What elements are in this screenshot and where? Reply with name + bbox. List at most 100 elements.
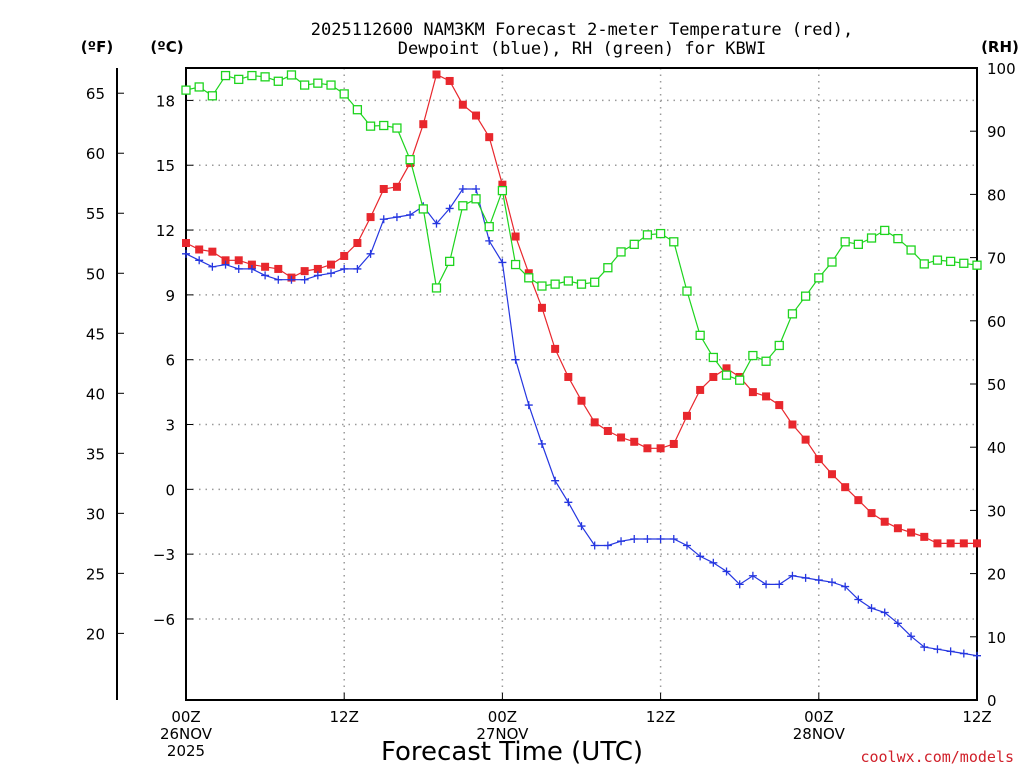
temperature-point: [630, 437, 639, 446]
rh-point: [655, 228, 666, 239]
rh-point: [787, 309, 798, 319]
dewpoint-point: [603, 541, 612, 550]
dewpoint-point: [537, 439, 546, 448]
rh-point: [313, 78, 323, 88]
dewpoint-point: [748, 571, 757, 580]
dewpoint-point: [933, 645, 942, 654]
temperature-point: [327, 260, 336, 269]
rh-unit-label: (RH): [981, 38, 1019, 56]
dewpoint-point: [353, 264, 362, 273]
dewpoint-point: [247, 264, 256, 273]
dewpoint-point: [261, 271, 270, 280]
rh-point: [550, 279, 560, 289]
dewpoint-point: [287, 275, 296, 284]
fahrenheit-tick-label: 30: [86, 505, 105, 523]
rh-point: [207, 91, 218, 101]
dewpoint-point: [841, 582, 850, 591]
temperature-point: [221, 256, 230, 265]
dewpoint-point: [274, 275, 283, 284]
dewpoint-point: [327, 269, 336, 278]
temperature-point: [880, 517, 889, 526]
celsius-tick-label: 12: [156, 222, 175, 240]
rh-point: [945, 256, 956, 267]
fahrenheit-tick-label: 45: [86, 325, 105, 343]
dewpoint-point: [234, 264, 243, 273]
dewpoint-point: [854, 595, 863, 604]
celsius-tick-label: 6: [165, 352, 175, 370]
temperature-point: [775, 401, 784, 410]
rh-point: [721, 370, 732, 380]
rh-point: [497, 185, 508, 196]
temperature-point: [854, 496, 863, 505]
rh-point: [537, 281, 547, 291]
temperature-point: [379, 184, 388, 193]
rh-point: [761, 356, 771, 366]
temperature-point: [973, 539, 981, 548]
rh-point: [590, 277, 600, 287]
rh-point: [708, 352, 718, 363]
series-layer: [181, 70, 982, 660]
rh-point: [273, 76, 283, 86]
dewpoint-point: [458, 184, 467, 193]
rh-point: [418, 204, 428, 214]
rh-tick-label: 0: [987, 692, 997, 710]
rh-point: [379, 120, 389, 131]
rh-point: [629, 239, 639, 249]
dewpoint-point: [656, 535, 665, 544]
temperature-point: [814, 455, 823, 464]
rh-point: [524, 273, 534, 283]
rh-point: [247, 70, 257, 81]
temperature-point: [300, 267, 309, 276]
rh-point: [735, 375, 745, 385]
temperature-point: [340, 251, 349, 260]
x-tick-label: 12Z: [330, 708, 359, 726]
dewpoint-point: [300, 275, 309, 284]
temperature-point: [696, 385, 705, 394]
temperature-point: [590, 418, 599, 427]
rh-point: [932, 255, 943, 265]
grid: [186, 68, 977, 700]
rh-point: [972, 260, 982, 270]
temperature-point: [472, 111, 481, 120]
temperature-point: [313, 264, 322, 273]
dewpoint-point: [893, 619, 902, 628]
temperature-point: [564, 372, 573, 381]
rh-point: [431, 283, 442, 293]
rh-point: [339, 89, 349, 99]
temperature-point: [722, 364, 731, 373]
rh-point: [853, 239, 863, 249]
rh-point: [220, 70, 231, 81]
rh-point: [260, 72, 270, 82]
temperature-point: [867, 509, 876, 518]
rh-point: [510, 259, 521, 270]
dewpoint-point: [340, 264, 349, 273]
rh-point: [445, 256, 455, 267]
rh-tick-label: 20: [987, 566, 1006, 584]
temperature-point: [893, 524, 902, 533]
rh-point: [234, 74, 244, 85]
rh-tick-label: 10: [987, 629, 1006, 647]
rh-point: [906, 245, 916, 255]
dewpoint-point: [722, 567, 731, 576]
rh-tick-label: 60: [987, 313, 1006, 331]
temperature-point: [445, 76, 454, 85]
rh-point: [616, 247, 626, 257]
rh-tick-label: 70: [987, 250, 1006, 268]
rh-point: [919, 259, 929, 269]
rh-point: [405, 154, 415, 165]
dewpoint-line: [185, 188, 978, 657]
rh-point: [748, 350, 758, 361]
dewpoint-point: [485, 236, 494, 245]
x-tick-label: 26NOV: [160, 725, 213, 743]
temperature-point: [946, 539, 955, 548]
celsius-tick-label: 15: [156, 157, 175, 175]
temperature-point: [419, 120, 428, 129]
dewpoint-point: [959, 649, 968, 658]
rh-point: [299, 80, 310, 90]
rh-point: [814, 273, 824, 283]
dewpoint-point: [788, 571, 797, 580]
temperature-point: [366, 213, 375, 222]
dewpoint-point: [208, 262, 217, 271]
rh-point: [365, 121, 376, 131]
dewpoint-point: [735, 580, 744, 589]
